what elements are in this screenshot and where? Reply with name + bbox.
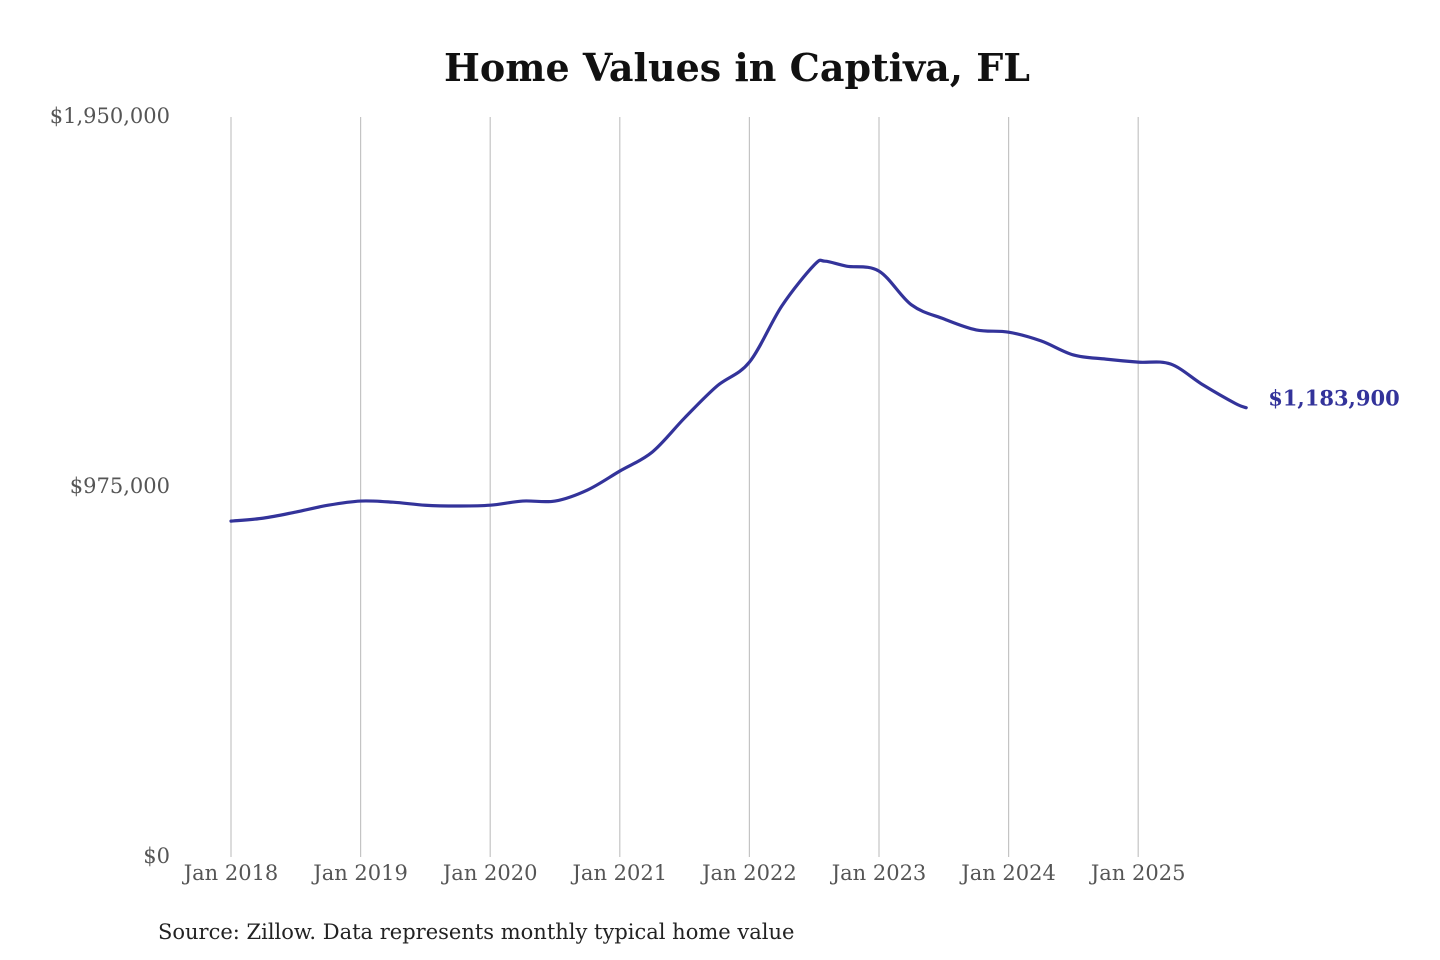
- y-tick-label: $975,000: [70, 474, 170, 498]
- series-line: [229, 258, 1248, 523]
- source-note: Source: Zillow. Data represents monthly …: [158, 920, 794, 944]
- x-tick-label: Jan 2022: [700, 861, 797, 885]
- x-tick-label: Jan 2023: [830, 861, 927, 885]
- x-tick-label: Jan 2025: [1089, 861, 1186, 885]
- x-tick-label: Jan 2024: [959, 861, 1056, 885]
- y-axis: $0 $975,000 $1,950,000: [50, 104, 170, 868]
- gridlines: [230, 117, 1139, 857]
- series-group: $1,183,900: [229, 258, 1400, 523]
- x-axis: Jan 2018 Jan 2019 Jan 2020 Jan 2021 Jan 2022…: [182, 861, 1186, 885]
- x-tick-label: Jan 2021: [571, 861, 668, 885]
- x-tick-label: Jan 2020: [441, 861, 538, 885]
- y-tick-label: $1,950,000: [50, 104, 170, 128]
- chart-title: Home Values in Captiva, FL: [444, 45, 1030, 90]
- x-tick-label: Jan 2019: [311, 861, 408, 885]
- end-value-label: $1,183,900: [1268, 386, 1400, 411]
- x-tick-label: Jan 2018: [182, 861, 279, 885]
- y-tick-label: $0: [143, 844, 170, 868]
